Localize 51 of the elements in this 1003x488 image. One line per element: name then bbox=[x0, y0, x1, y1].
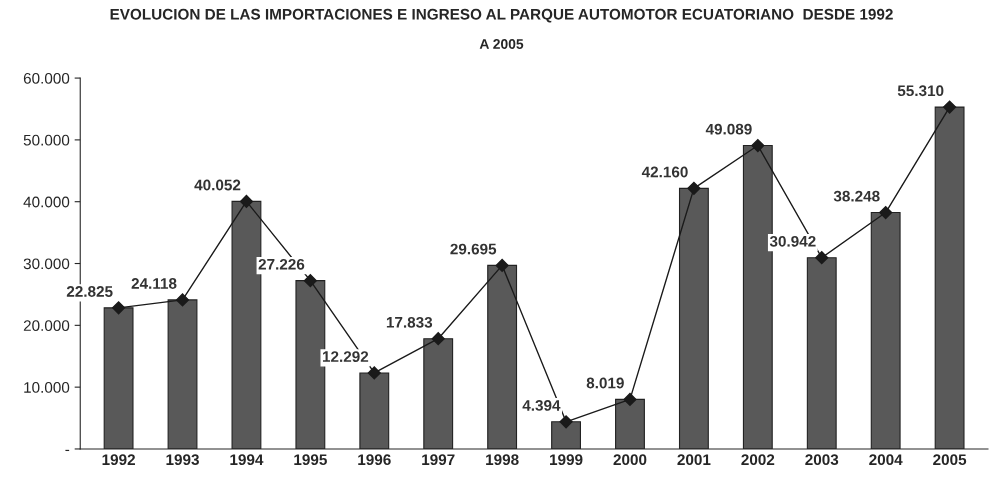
data-label: 22.825 bbox=[66, 286, 113, 297]
x-tick-label: 2002 bbox=[741, 454, 775, 466]
x-tick-label: 2004 bbox=[869, 454, 903, 466]
point bbox=[431, 332, 445, 346]
x-tick-label: 1993 bbox=[166, 454, 199, 466]
x-tick-label: 2000 bbox=[613, 454, 647, 466]
data-label: 17.833 bbox=[386, 316, 433, 328]
x-tick-label: 2005 bbox=[933, 454, 967, 466]
data-label: 49.089 bbox=[705, 123, 752, 135]
point bbox=[879, 205, 893, 220]
point bbox=[367, 366, 381, 380]
y-tick-label: 50.000 bbox=[23, 134, 70, 146]
data-label: 8.019 bbox=[586, 377, 624, 389]
point bbox=[559, 415, 573, 429]
x-tick-label: 1997 bbox=[422, 454, 455, 466]
point bbox=[943, 100, 957, 114]
point bbox=[495, 258, 509, 272]
point bbox=[751, 138, 765, 153]
y-tick-label: 20.000 bbox=[23, 320, 70, 332]
data-label: 42.160 bbox=[641, 166, 688, 178]
x-tick-label: 2003 bbox=[805, 454, 839, 466]
x-tick-label: 1999 bbox=[550, 454, 583, 466]
point bbox=[112, 301, 126, 315]
x-tick-label: 1995 bbox=[294, 454, 327, 466]
y-tick-label: - bbox=[65, 449, 70, 452]
data-label: 30.942 bbox=[769, 235, 816, 247]
x-tick-label: 1994 bbox=[230, 454, 264, 466]
x-tick-label: 1996 bbox=[358, 454, 391, 466]
point bbox=[175, 293, 190, 307]
data-label: 55.310 bbox=[897, 85, 944, 97]
data-label: 38.248 bbox=[833, 190, 880, 202]
x-tick-label: 2001 bbox=[677, 454, 711, 466]
data-label: 29.695 bbox=[450, 243, 497, 255]
y-tick-label: 60.000 bbox=[23, 72, 70, 84]
data-label: 4.394 bbox=[522, 400, 561, 411]
data-label: 40.052 bbox=[194, 179, 241, 191]
point bbox=[623, 392, 637, 406]
chart-title: EVOLUCION DE LAS IMPORTACIONES E INGRESO AL PARQUE AUTOMOTOR ECUATORIANO DESDE 1992 bbox=[110, 8, 893, 23]
x-tick-label: 1992 bbox=[102, 454, 135, 466]
point bbox=[239, 194, 254, 208]
y-tick-label: 40.000 bbox=[23, 196, 70, 208]
data-label: 24.118 bbox=[131, 278, 177, 289]
point bbox=[303, 274, 317, 288]
point bbox=[687, 181, 701, 195]
y-tick-label: 30.000 bbox=[23, 258, 70, 270]
y-tick-label: 10.000 bbox=[24, 382, 70, 393]
chart-subtitle: A 2005 bbox=[479, 39, 524, 49]
point bbox=[815, 251, 829, 265]
data-label: 27.226 bbox=[258, 258, 305, 270]
x-tick-label: 1998 bbox=[486, 454, 519, 466]
data-label: 12.292 bbox=[322, 351, 369, 363]
